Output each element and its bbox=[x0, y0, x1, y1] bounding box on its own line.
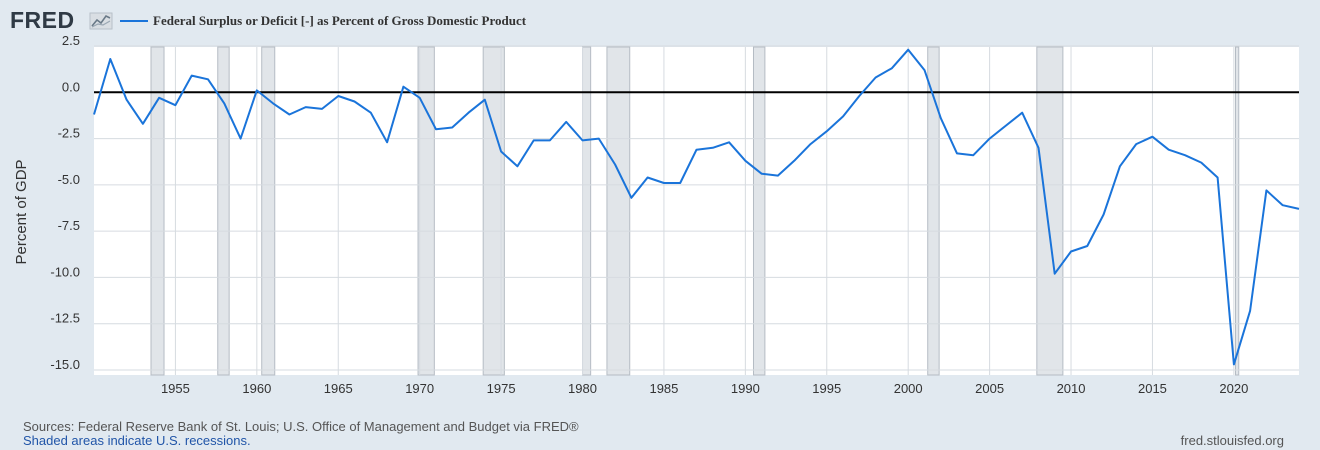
x-tick-label: 1955 bbox=[161, 381, 190, 396]
x-tick-label: 1990 bbox=[731, 381, 760, 396]
legend[interactable]: Federal Surplus or Deficit [-] as Percen… bbox=[120, 13, 527, 28]
x-tick-label: 1960 bbox=[242, 381, 271, 396]
y-axis-label: Percent of GDP bbox=[13, 159, 30, 264]
recessions-link[interactable]: Shaded areas indicate U.S. recessions. bbox=[23, 433, 251, 448]
fred-logo[interactable]: FRED bbox=[10, 7, 113, 33]
x-tick-label: 2005 bbox=[975, 381, 1004, 396]
recession-band bbox=[1036, 46, 1064, 376]
x-tick-label: 2020 bbox=[1219, 381, 1248, 396]
y-tick-label: 0.0 bbox=[62, 79, 80, 94]
sources-note: Sources: Federal Reserve Bank of St. Lou… bbox=[23, 419, 579, 434]
recession-band bbox=[482, 46, 505, 376]
x-tick-label: 2010 bbox=[1057, 381, 1086, 396]
x-tick-label: 1975 bbox=[487, 381, 516, 396]
y-tick-label: -15.0 bbox=[50, 357, 80, 372]
recession-band bbox=[582, 46, 592, 376]
fred-logo-text: FRED bbox=[10, 7, 75, 33]
x-tick-label: 2000 bbox=[894, 381, 923, 396]
recession-band bbox=[752, 46, 766, 376]
plot-area bbox=[94, 47, 1299, 375]
recession-band bbox=[217, 46, 230, 376]
recession-band bbox=[927, 46, 940, 376]
recession-band bbox=[606, 46, 631, 376]
x-tick-label: 1970 bbox=[405, 381, 434, 396]
y-axis-ticks: 2.5 0.0 -2.5 -5.0 -7.5 -10.0 -12.5 -15.0 bbox=[50, 33, 80, 372]
y-tick-label: -7.5 bbox=[58, 218, 80, 233]
y-tick-label: -5.0 bbox=[58, 172, 80, 187]
x-tick-label: 1965 bbox=[324, 381, 353, 396]
x-tick-label: 1985 bbox=[649, 381, 678, 396]
y-tick-label: -12.5 bbox=[50, 311, 80, 326]
recession-band bbox=[261, 46, 276, 376]
legend-label: Federal Surplus or Deficit [-] as Percen… bbox=[153, 13, 527, 28]
site-link[interactable]: fred.stlouisfed.org bbox=[1180, 433, 1284, 448]
recession-band bbox=[1234, 46, 1240, 376]
recession-bands bbox=[150, 46, 1240, 376]
recession-band bbox=[417, 46, 435, 376]
y-tick-label: -2.5 bbox=[58, 126, 80, 141]
x-tick-label: 1980 bbox=[568, 381, 597, 396]
x-tick-label: 1995 bbox=[812, 381, 841, 396]
gridlines bbox=[94, 45, 1299, 375]
series-line bbox=[93, 48, 1300, 366]
recession-band bbox=[150, 46, 165, 376]
x-tick-label: 2015 bbox=[1138, 381, 1167, 396]
y-tick-label: 2.5 bbox=[62, 33, 80, 48]
sparkline-graph-icon bbox=[89, 12, 113, 30]
y-tick-label: -10.0 bbox=[50, 264, 80, 279]
x-axis-ticks: 1955 1960 1965 1970 1975 1980 1985 1990 1995 2000… bbox=[161, 381, 1248, 396]
